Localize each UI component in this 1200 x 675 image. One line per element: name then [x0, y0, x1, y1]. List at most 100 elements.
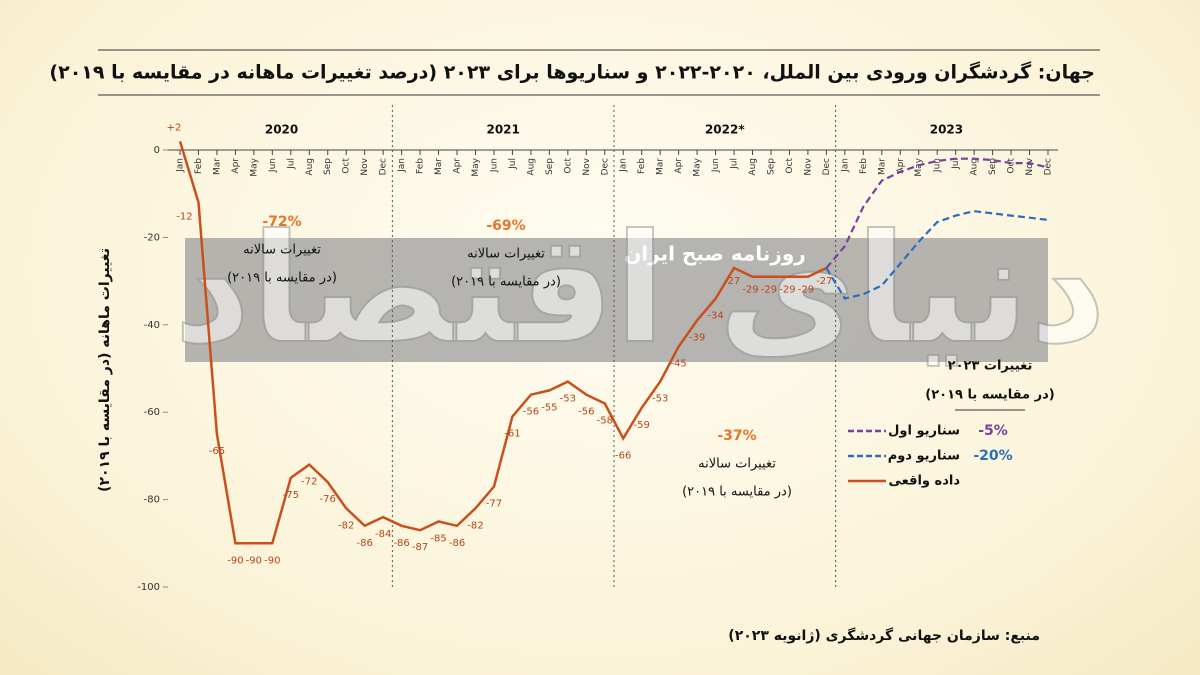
series-line: [825, 210, 1049, 300]
annotation-pct: -72%: [262, 214, 301, 230]
data-label: -76: [320, 494, 336, 505]
x-tick-label: May: [249, 157, 259, 176]
data-label: -29: [798, 285, 814, 296]
series-line: [825, 157, 1049, 269]
data-label: -53: [560, 394, 576, 405]
data-label: -55: [541, 402, 557, 413]
data-label: -77: [486, 498, 502, 509]
annotation-text: (در مقایسه با ۲۰۱۹): [682, 485, 792, 500]
x-tick-label: Dec: [822, 158, 832, 175]
year-label: 2021: [486, 123, 519, 137]
data-label: +2: [167, 122, 182, 133]
data-label: -34: [707, 311, 723, 322]
x-tick-label: Oct: [563, 158, 573, 174]
x-tick-label: Nov: [582, 157, 592, 175]
data-label: -29: [779, 285, 795, 296]
x-tick-label: Oct: [785, 158, 795, 174]
year-label: 2022*: [705, 123, 745, 137]
y-tick-label: -80: [144, 495, 160, 506]
y-axis-label: تغییرات ماهانه (در مقایسه با ۲۰۱۹): [97, 248, 113, 492]
data-label: -82: [467, 520, 483, 531]
x-tick-label: Jan: [619, 158, 629, 173]
watermark: روزنامه صبح ایران: [624, 242, 806, 266]
legend-title: (در مقایسه با ۲۰۱۹): [925, 388, 1054, 403]
data-label: -29: [761, 285, 777, 296]
data-label: -56: [523, 407, 539, 418]
x-tick-label: Jan: [397, 158, 407, 173]
x-tick-label: Nov: [360, 157, 370, 175]
x-tick-label: Feb: [637, 158, 647, 174]
legend-change: -20%: [973, 448, 1012, 464]
data-label: -53: [652, 394, 668, 405]
x-tick-label: Dec: [600, 158, 610, 175]
x-tick-label: Sep: [988, 158, 998, 175]
y-tick-label: 0: [154, 145, 160, 156]
year-label: 2020: [265, 123, 298, 137]
annotation-pct: -69%: [486, 218, 525, 234]
x-tick-label: Dec: [1044, 158, 1054, 175]
x-tick-label: Jul: [508, 158, 518, 170]
legend-title: تغییرات ۲۰۲۳: [948, 359, 1033, 374]
y-tick-label: -60: [144, 407, 160, 418]
data-label: -27: [724, 276, 740, 287]
y-tick-label: -100: [137, 582, 160, 593]
data-label: -58: [597, 415, 613, 426]
annotation-text: (در مقایسه با ۲۰۱۹): [227, 271, 337, 286]
x-tick-label: Mar: [434, 158, 444, 175]
data-label: -39: [689, 332, 705, 343]
data-label: -84: [375, 529, 391, 540]
data-label: -27: [816, 276, 832, 287]
data-label: -86: [449, 538, 465, 549]
data-label: -56: [578, 407, 594, 418]
data-label: -72: [301, 477, 317, 488]
legend-label: سناریو اول: [888, 424, 960, 439]
x-tick-label: Sep: [323, 158, 333, 175]
watermark: دنیای اقتصاد: [174, 203, 1107, 377]
y-tick-label: -20: [144, 232, 160, 243]
year-label: 2023: [930, 123, 963, 137]
x-tick-label: Aug: [305, 158, 315, 176]
annotation-text: تغییرات سالانه: [243, 243, 321, 258]
x-tick-label: Sep: [766, 158, 776, 175]
data-label: -90: [227, 555, 243, 566]
x-tick-label: May: [693, 157, 703, 176]
data-label: -45: [670, 359, 686, 370]
x-tick-label: Jan: [176, 158, 186, 173]
annotation-text: تغییرات سالانه: [698, 457, 776, 472]
data-label: -85: [430, 533, 446, 544]
legend-label: سناریو دوم: [888, 449, 960, 464]
x-tick-label: Apr: [231, 158, 241, 174]
x-tick-label: Apr: [896, 158, 906, 174]
data-label: -90: [264, 555, 280, 566]
data-label: -29: [742, 285, 758, 296]
x-tick-label: Jun: [268, 158, 278, 173]
source: منبع: سازمان جهانی گردشگری (ژانویه ۲۰۲۳): [728, 627, 1040, 644]
legend-label: داده واقعی: [888, 474, 960, 489]
x-tick-label: Oct: [1007, 158, 1017, 174]
x-tick-label: Nov: [1025, 157, 1035, 175]
x-tick-label: Jun: [489, 158, 499, 173]
x-tick-label: May: [471, 157, 481, 176]
data-label: -90: [246, 555, 262, 566]
x-tick-label: Mar: [212, 158, 222, 175]
annotation-text: (در مقایسه با ۲۰۱۹): [451, 275, 561, 290]
x-tick-label: Dec: [379, 158, 389, 175]
chart-title: جهان: گردشگران ورودی بین الملل، ۲۰۲۰-۲۰۲…: [49, 61, 1095, 84]
x-tick-label: Sep: [545, 158, 555, 175]
x-tick-label: Jul: [951, 158, 961, 170]
series-line: [178, 140, 827, 545]
x-tick-label: Apr: [674, 158, 684, 174]
x-tick-label: Feb: [194, 158, 204, 174]
x-tick-label: Feb: [416, 158, 426, 174]
data-label: -65: [209, 446, 225, 457]
data-label: -86: [357, 538, 373, 549]
data-label: -59: [634, 420, 650, 431]
x-tick-label: Jan: [840, 158, 850, 173]
annotation-text: تغییرات سالانه: [467, 247, 545, 262]
x-tick-label: Mar: [656, 158, 666, 175]
data-label: -86: [393, 538, 409, 549]
data-label: -75: [283, 490, 299, 501]
data-label: -66: [615, 450, 631, 461]
annotation-pct: -37%: [717, 428, 756, 444]
